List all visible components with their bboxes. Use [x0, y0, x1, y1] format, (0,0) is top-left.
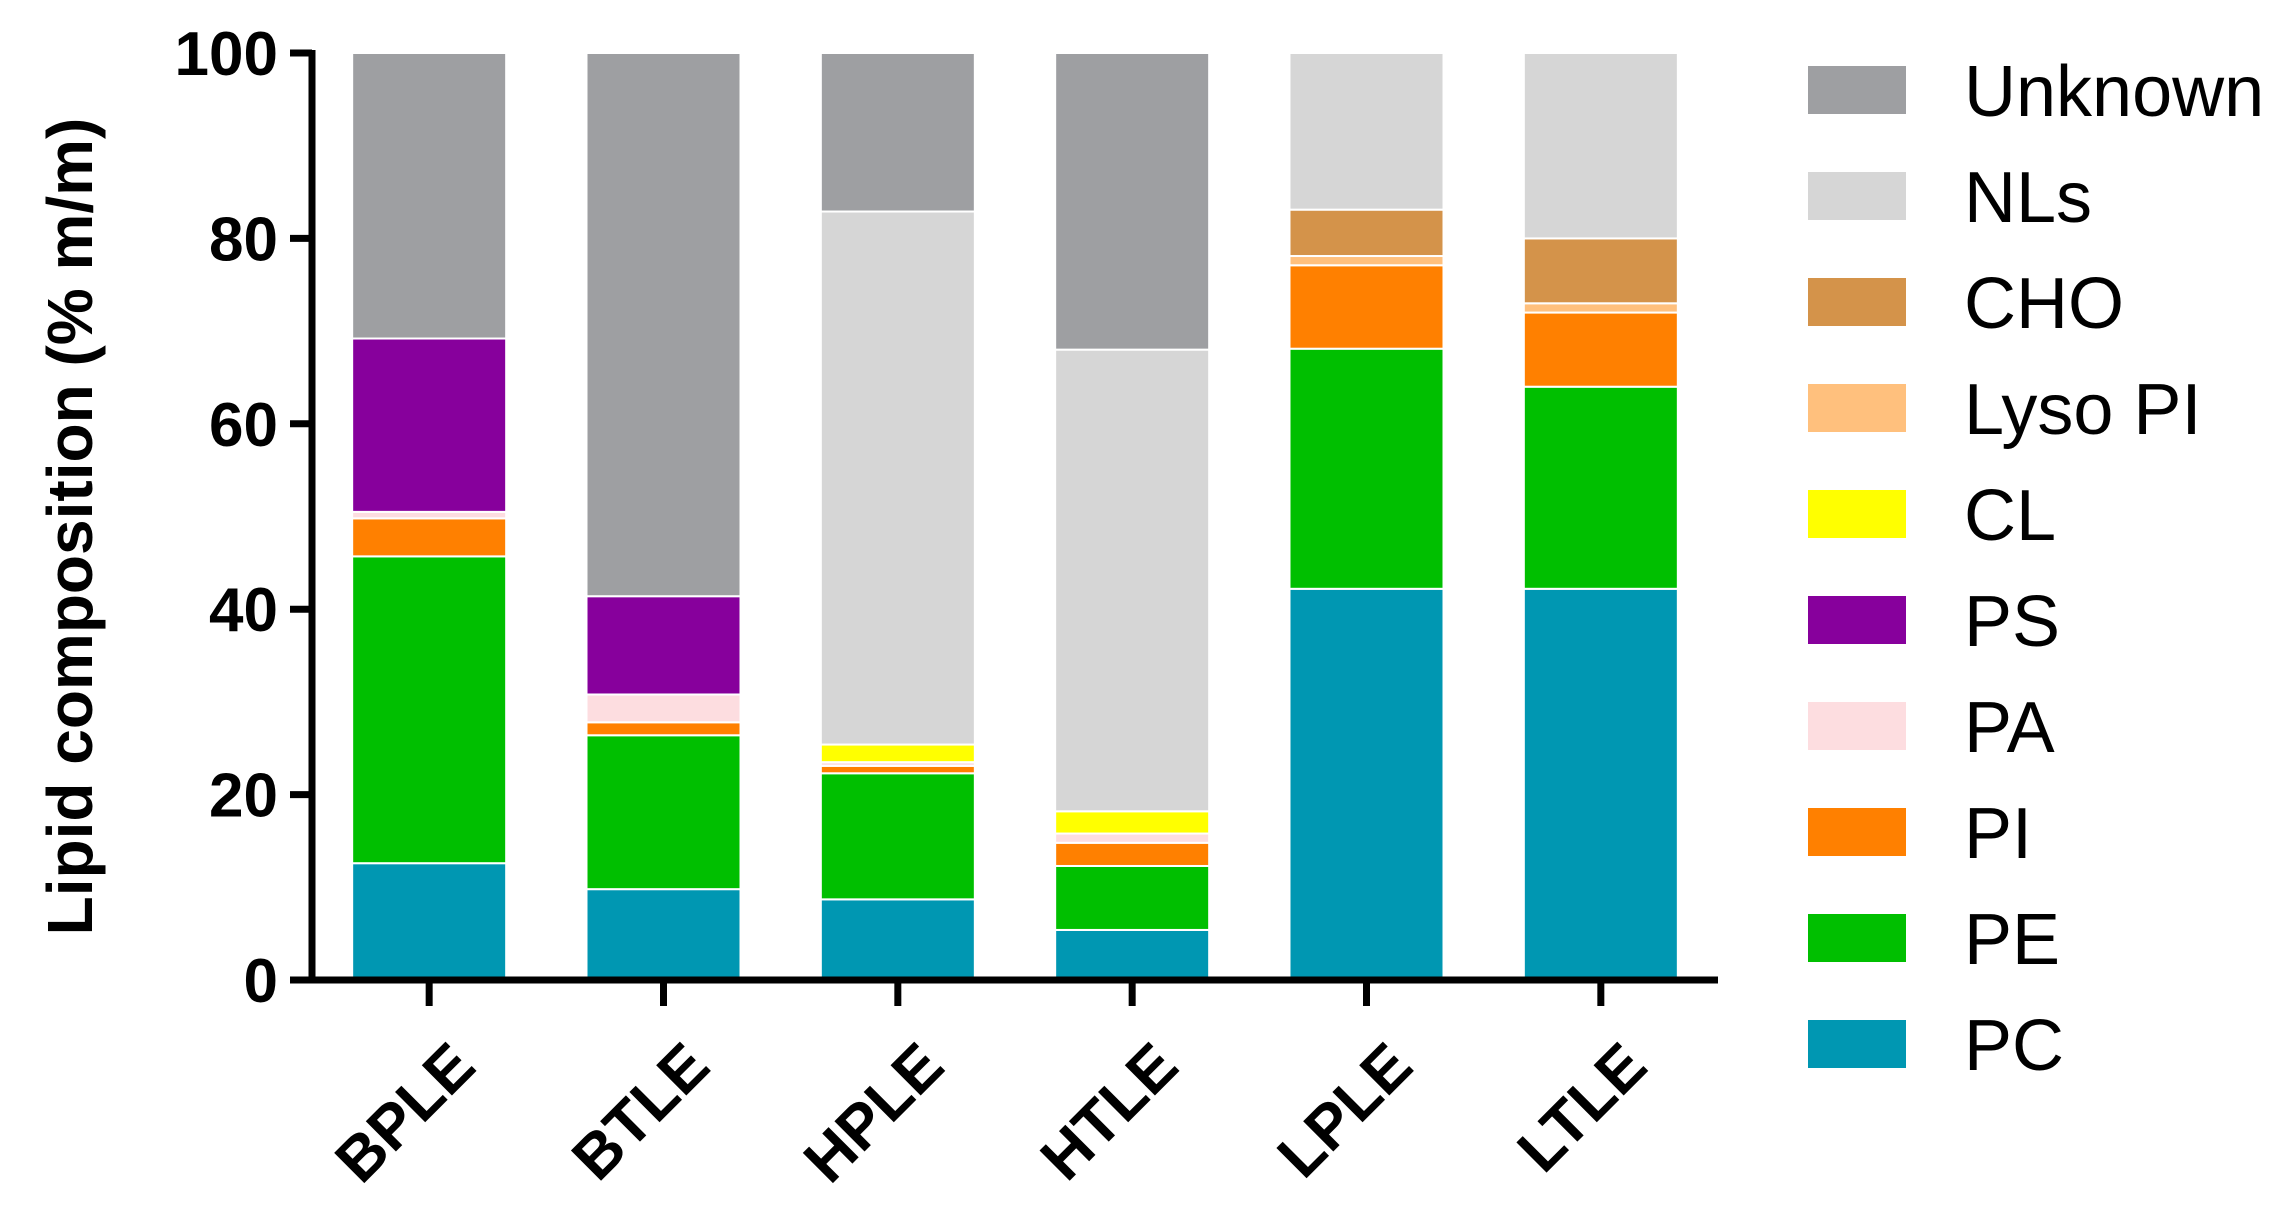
y-tick-label: 100 [175, 20, 278, 89]
legend-swatch [1808, 172, 1906, 220]
bar-segment-htle-pe [1054, 864, 1211, 931]
x-ticks: BPLE BTLE HPLE HTLE LPLE LTLE [322, 980, 1660, 1196]
bar-segment-lple-lyso-pi [1288, 255, 1445, 267]
legend-label: Lyso PI [1964, 370, 2201, 450]
legend-swatch [1808, 66, 1906, 114]
bar-segment-hple-cl [819, 743, 976, 764]
legend-swatch [1808, 1020, 1906, 1068]
bar-segment-lple-pe [1288, 347, 1445, 590]
y-tick-label: 80 [209, 205, 278, 274]
legend-swatch [1808, 384, 1906, 432]
bar-segment-ltle-lyso-pi [1522, 302, 1679, 314]
bars-layer [351, 52, 1679, 982]
y-tick-label: 40 [209, 576, 278, 645]
legend-swatch [1808, 702, 1906, 750]
legend-label: PI [1964, 794, 2032, 874]
bar-segment-btle-pi [585, 721, 742, 737]
legend-swatch [1808, 490, 1906, 538]
legend: Unknown NLs CHO Lyso PI CL PS PA PI PE PC [1808, 52, 2264, 1086]
bar-segment-bple-ps [351, 337, 508, 513]
axes-layer [308, 50, 1718, 984]
bar-segment-htle-pa [1054, 832, 1211, 844]
legend-label: PE [1964, 900, 2060, 980]
legend-label: PS [1964, 582, 2060, 662]
legend-label: NLs [1964, 158, 2092, 238]
bar-segment-ltle-pi [1522, 311, 1679, 388]
bar-segment-btle-pc [585, 888, 742, 981]
bar-segment-hple-nls [819, 210, 976, 746]
bar-segment-ltle-pc [1522, 587, 1679, 982]
x-tick-label: BPLE [322, 1030, 488, 1196]
bar-segment-btle-pe [585, 734, 742, 891]
bar-segment-hple-unknown [819, 52, 976, 213]
bar-segment-bple-unknown [351, 52, 508, 340]
bar-segment-btle-unknown [585, 52, 742, 598]
bar-segment-htle-pc [1054, 928, 1211, 982]
x-tick-label: LTLE [1505, 1030, 1660, 1185]
bar-segment-lple-cho [1288, 208, 1445, 258]
y-ticks: 0 20 40 60 80 100 [175, 20, 312, 1016]
bar-segment-lple-nls [1288, 52, 1445, 211]
legend-swatch [1808, 278, 1906, 326]
bar-segment-htle-nls [1054, 348, 1211, 813]
bar-segment-btle-pa [585, 693, 742, 724]
legend-swatch [1808, 914, 1906, 962]
legend-label: PA [1964, 688, 2055, 768]
bar-segment-bple-pe [351, 555, 508, 865]
x-tick-label: HPLE [791, 1030, 957, 1196]
bar-segment-lple-pi [1288, 264, 1445, 350]
legend-label: PC [1964, 1006, 2064, 1086]
y-tick-label: 60 [209, 391, 278, 460]
bar-segment-lple-pc [1288, 587, 1445, 982]
y-tick-label: 20 [209, 762, 278, 831]
x-tick-label: BTLE [559, 1030, 722, 1193]
bar-segment-hple-pe [819, 772, 976, 901]
x-tick-label: HTLE [1028, 1030, 1191, 1193]
bar-segment-btle-ps [585, 595, 742, 696]
bar-segment-ltle-cho [1522, 237, 1679, 305]
legend-label: Unknown [1964, 52, 2264, 132]
bar-segment-bple-pi [351, 517, 508, 558]
bar-segment-ltle-nls [1522, 52, 1679, 240]
bar-segment-hple-pc [819, 898, 976, 982]
bar-segment-htle-cl [1054, 810, 1211, 835]
bar-segment-ltle-pe [1522, 385, 1679, 590]
y-axis-title: Lipid composition (% m/m) [34, 118, 106, 936]
bar-segment-bple-pc [351, 862, 508, 981]
legend-label: CL [1964, 476, 2056, 556]
bar-segment-hple-pi [819, 764, 976, 775]
bar-segment-htle-unknown [1054, 52, 1211, 351]
legend-swatch [1808, 808, 1906, 856]
legend-label: CHO [1964, 264, 2124, 344]
legend-swatch [1808, 596, 1906, 644]
x-tick-label: LPLE [1265, 1030, 1426, 1191]
bar-segment-htle-pi [1054, 841, 1211, 867]
y-tick-label: 0 [244, 947, 278, 1016]
